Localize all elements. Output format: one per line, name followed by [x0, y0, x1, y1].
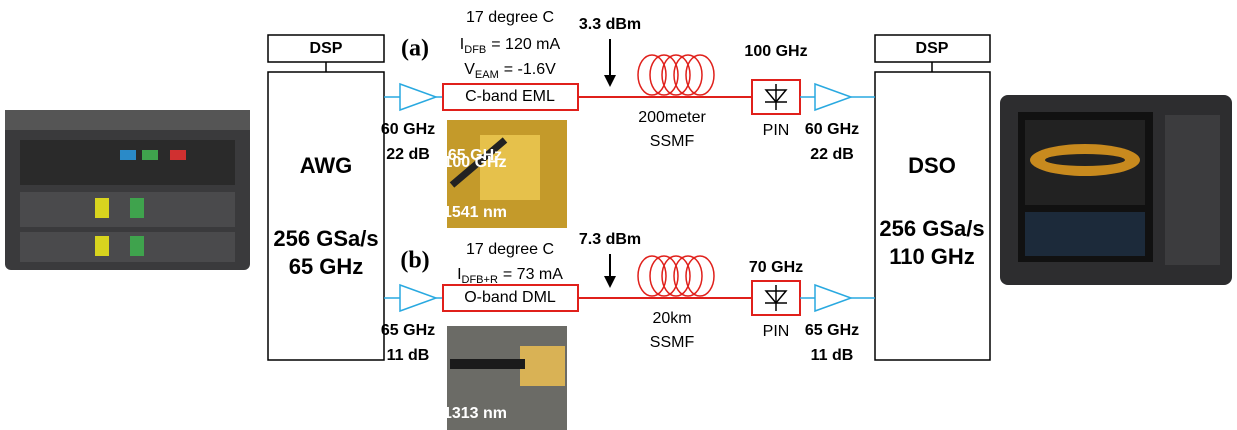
- device-photo-detail: [520, 346, 565, 386]
- amp-spec: 65 GHz: [805, 322, 859, 339]
- dsp-label: DSP: [916, 40, 949, 57]
- symbol: V: [464, 61, 475, 78]
- setup-diagram: DSP AWG 256 GSa/s 65 GHz DSP DSO 256 GSa…: [0, 0, 1237, 430]
- photo-label: 65 GHz: [448, 147, 502, 164]
- amplifier: [815, 84, 851, 110]
- fiber-type: SSMF: [650, 133, 695, 150]
- amp-spec: 11 dB: [387, 347, 430, 364]
- value: = 120 mA: [491, 36, 560, 53]
- dso-bandwidth: 110 GHz: [889, 244, 975, 269]
- dsp-label: DSP: [310, 40, 343, 57]
- amplifier: [400, 285, 436, 311]
- launch-power: 7.3 dBm: [579, 231, 641, 248]
- amp-spec: 60 GHz: [381, 121, 435, 138]
- amp-spec: 60 GHz: [805, 121, 859, 138]
- pin-label: PIN: [763, 323, 790, 340]
- amp-spec: 22 dB: [810, 146, 854, 163]
- fiber-length: 200meter: [638, 109, 706, 126]
- path-label: (a): [401, 36, 429, 62]
- amp-spec: 11 dB: [811, 347, 854, 364]
- amplifier: [815, 285, 851, 311]
- fiber-length: 20km: [652, 310, 691, 327]
- amplifier: [400, 84, 436, 110]
- awg-photo: [5, 110, 250, 270]
- power-arrowhead: [604, 276, 616, 288]
- temperature: 17 degree C: [466, 9, 554, 26]
- pin-label: PIN: [763, 122, 790, 139]
- fiber-type: SSMF: [650, 334, 695, 351]
- pin-bandwidth: 70 GHz: [749, 259, 803, 276]
- dso-photo: [1000, 95, 1232, 285]
- temperature: 17 degree C: [466, 241, 554, 258]
- dso-title: DSO: [908, 153, 956, 178]
- subscript: DFB: [464, 44, 486, 56]
- power-arrowhead: [604, 75, 616, 87]
- bias-condition: IDFB+R= 73 mA: [457, 266, 563, 286]
- pin-bandwidth: 100 GHz: [744, 43, 807, 60]
- path-label: (b): [400, 248, 429, 274]
- photo-label: 1541 nm: [443, 204, 507, 221]
- bias-condition: IDFB= 120 mA: [460, 36, 561, 56]
- launch-power: 3.3 dBm: [579, 16, 641, 33]
- amp-spec: 22 dB: [386, 146, 430, 163]
- value: = -1.6V: [504, 61, 556, 78]
- amp-spec: 65 GHz: [381, 322, 435, 339]
- laser-label: O-band DML: [464, 289, 556, 306]
- subscript: EAM: [475, 69, 499, 81]
- awg-rate: 256 GSa/s: [273, 226, 378, 251]
- value: = 73 mA: [503, 266, 563, 283]
- bias-condition: VEAM = -1.6V: [464, 61, 556, 81]
- dso-rate: 256 GSa/s: [879, 216, 984, 241]
- awg-box: [268, 72, 384, 360]
- awg-title: AWG: [300, 153, 353, 178]
- awg-bandwidth: 65 GHz: [289, 254, 364, 279]
- photo-label: 1313 nm: [443, 405, 507, 422]
- laser-label: C-band EML: [465, 88, 555, 105]
